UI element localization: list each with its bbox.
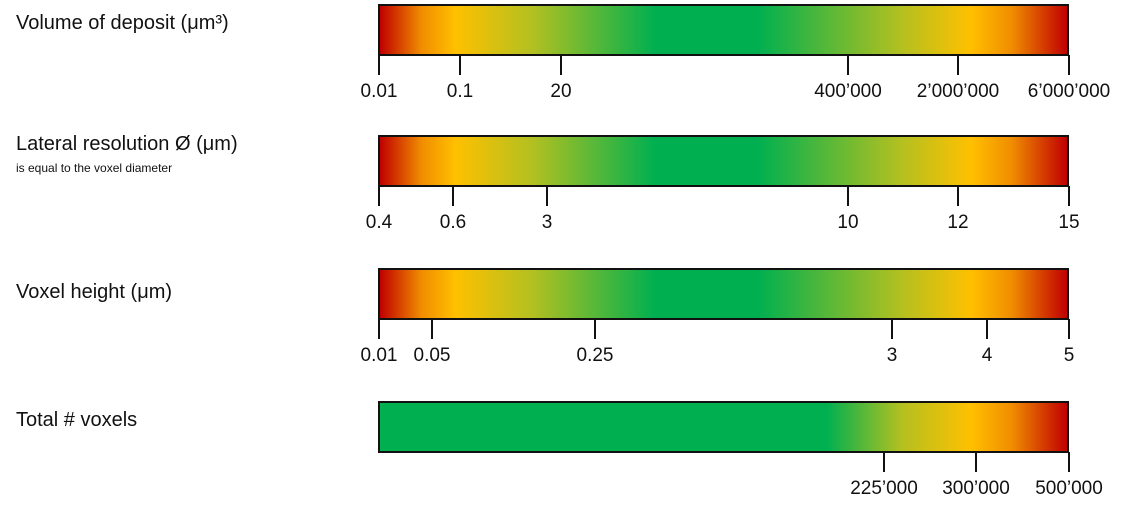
tick-mark bbox=[378, 55, 380, 75]
tick-mark bbox=[594, 319, 596, 339]
tick-label: 0.1 bbox=[446, 81, 474, 102]
tick-label: 0.25 bbox=[576, 345, 614, 366]
tick-label: 12 bbox=[947, 212, 969, 233]
tick-label: 500’000 bbox=[1035, 478, 1103, 499]
gradient-bar bbox=[378, 135, 1069, 187]
row-label: Lateral resolution Ø (μm) bbox=[16, 133, 238, 155]
tick-mark bbox=[1068, 319, 1070, 339]
tick-mark bbox=[847, 186, 849, 206]
row-label: Total # voxels bbox=[16, 409, 138, 431]
tick-mark bbox=[883, 452, 885, 472]
tick-mark bbox=[378, 186, 380, 206]
tick-mark bbox=[459, 55, 461, 75]
tick-label: 3 bbox=[886, 345, 898, 366]
tick-label: 0.01 bbox=[360, 345, 398, 366]
row-label: Voxel height (μm) bbox=[16, 281, 173, 303]
tick-mark bbox=[546, 186, 548, 206]
tick-mark bbox=[1068, 55, 1070, 75]
tick-mark bbox=[986, 319, 988, 339]
tick-label: 4 bbox=[981, 345, 993, 366]
gradient-bar bbox=[378, 401, 1069, 453]
tick-label: 20 bbox=[550, 81, 572, 102]
tick-label: 400’000 bbox=[814, 81, 882, 102]
tick-label: 300’000 bbox=[942, 478, 1010, 499]
tick-label: 0.4 bbox=[365, 212, 393, 233]
tick-label: 10 bbox=[837, 212, 859, 233]
row-sublabel: is equal to the voxel diameter bbox=[16, 161, 173, 175]
tick-mark bbox=[957, 186, 959, 206]
tick-mark bbox=[1068, 186, 1070, 206]
tick-mark bbox=[891, 319, 893, 339]
gradient-bar bbox=[378, 4, 1069, 56]
tick-label: 2’000’000 bbox=[916, 81, 1000, 102]
row-label: Volume of deposit (μm³) bbox=[16, 12, 229, 34]
tick-mark bbox=[957, 55, 959, 75]
tick-mark bbox=[1068, 452, 1070, 472]
gradient-bar bbox=[378, 268, 1069, 320]
tick-label: 225’000 bbox=[850, 478, 918, 499]
tick-label: 3 bbox=[541, 212, 553, 233]
tick-label: 0.05 bbox=[413, 345, 451, 366]
tick-mark bbox=[847, 55, 849, 75]
tick-mark bbox=[452, 186, 454, 206]
tick-label: 0.6 bbox=[439, 212, 467, 233]
tick-label: 5 bbox=[1063, 345, 1075, 366]
tick-mark bbox=[431, 319, 433, 339]
tick-label: 6’000’000 bbox=[1027, 81, 1111, 102]
tick-mark bbox=[975, 452, 977, 472]
tick-mark bbox=[378, 319, 380, 339]
tick-label: 15 bbox=[1058, 212, 1080, 233]
tick-mark bbox=[560, 55, 562, 75]
tick-label: 0.01 bbox=[360, 81, 398, 102]
